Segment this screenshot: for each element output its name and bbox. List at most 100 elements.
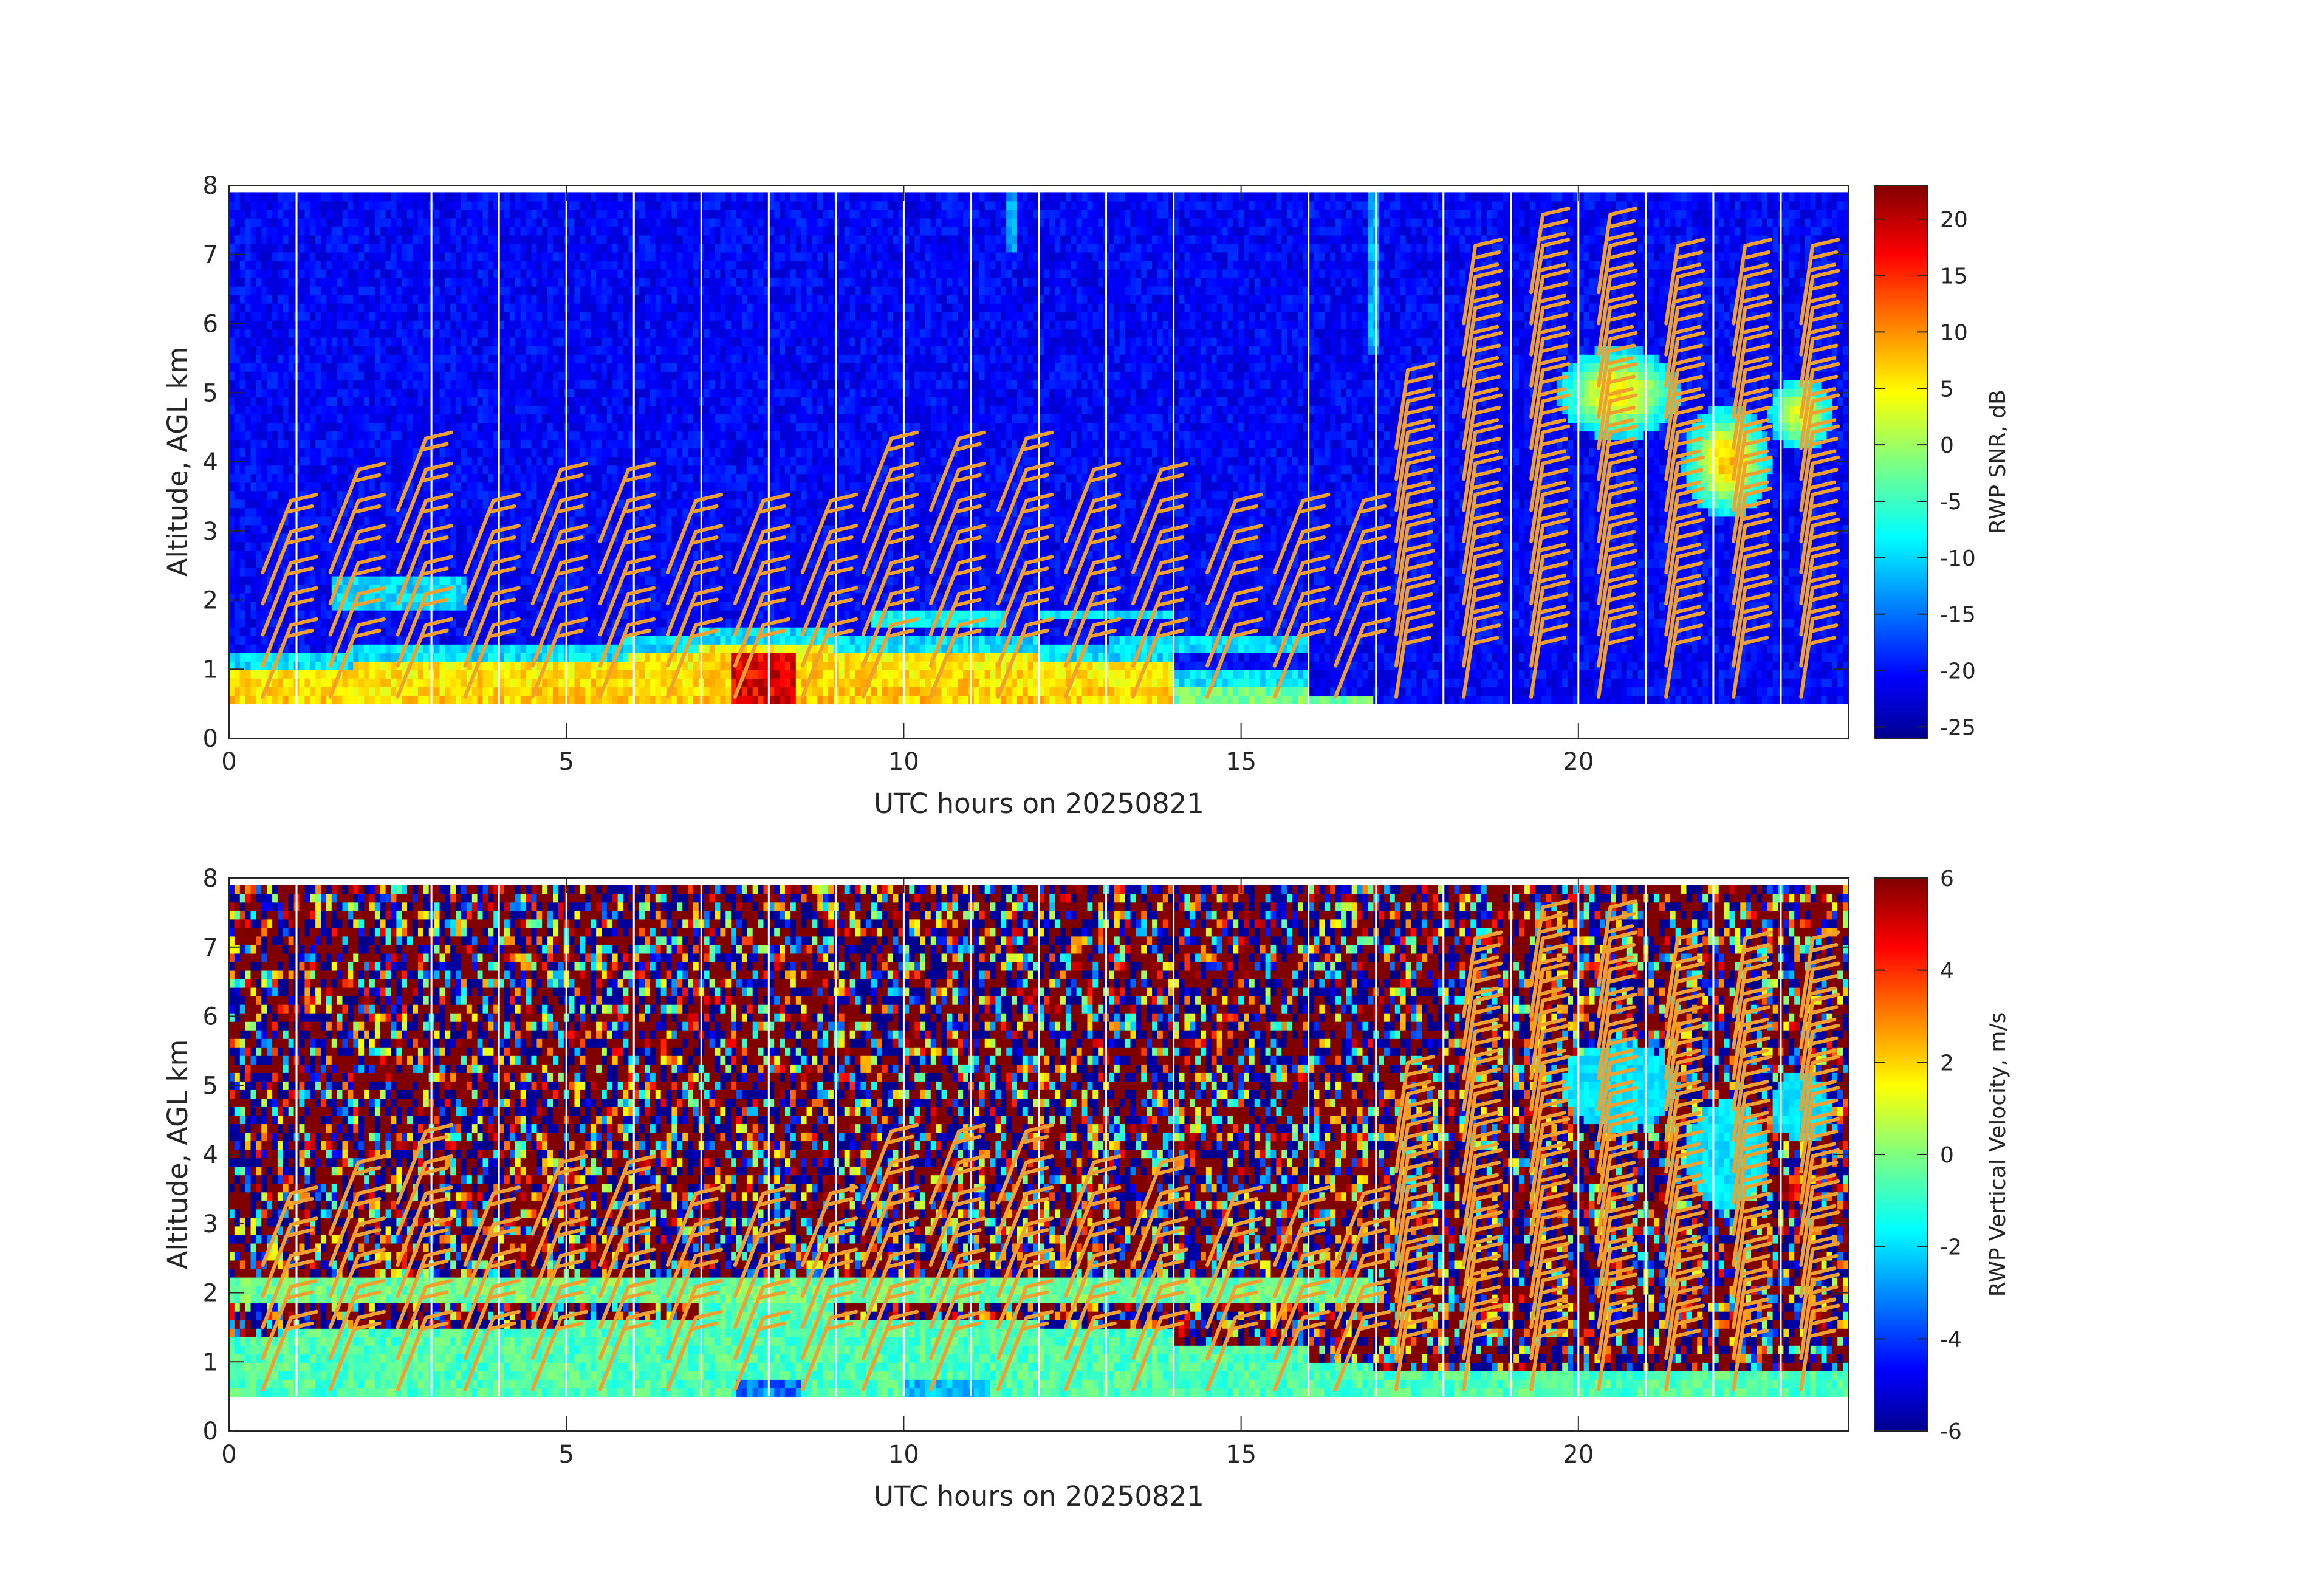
heatmap-cell (558, 516, 564, 526)
heatmap-cell (602, 244, 608, 253)
heatmap-cell (623, 244, 629, 253)
heatmap-cell (677, 687, 683, 696)
heatmap-cell (569, 363, 575, 372)
heatmap-cell (656, 235, 662, 244)
heatmap-cell (251, 414, 257, 423)
heatmap-cell (547, 244, 554, 253)
heatmap-cell (289, 244, 295, 253)
heatmap-cell (358, 192, 365, 201)
heatmap-cell (656, 465, 662, 474)
heatmap-cell (488, 295, 494, 304)
heatmap-cell (478, 456, 484, 465)
heatmap-cell (380, 627, 386, 636)
heatmap-cell (267, 525, 273, 534)
heatmap-cell (380, 414, 386, 423)
heatmap-cell (504, 670, 510, 679)
heatmap-cell (391, 525, 397, 534)
heatmap-cell (504, 244, 510, 253)
heatmap-cell (553, 329, 559, 338)
heatmap-cell (348, 593, 354, 602)
heatmap-cell (591, 516, 597, 526)
heatmap-cell (235, 525, 241, 534)
heatmap-cell (580, 303, 586, 312)
heatmap-cell (450, 593, 456, 602)
heatmap-cell (483, 439, 489, 448)
heatmap-cell (596, 551, 602, 560)
heatmap-cell (515, 329, 521, 338)
heatmap-cell (407, 329, 413, 338)
heatmap-cell (504, 252, 510, 261)
heatmap-cell (229, 431, 235, 440)
heatmap-cell (591, 568, 597, 577)
heatmap-cell (364, 516, 370, 526)
heatmap-cell (391, 499, 397, 508)
heatmap-cell (585, 380, 591, 389)
heatmap-cell (478, 252, 484, 261)
heatmap-cell (461, 337, 467, 346)
heatmap-cell (661, 670, 667, 679)
heatmap-cell (267, 397, 273, 406)
heatmap-cell (267, 218, 273, 227)
heatmap-cell (407, 346, 413, 355)
heatmap-cell (526, 312, 532, 321)
heatmap-cell (553, 235, 559, 244)
heatmap-cell (602, 414, 608, 423)
heatmap-cell (558, 320, 564, 329)
heatmap-cell (386, 602, 392, 611)
heatmap-cell (391, 644, 397, 653)
heatmap-cell (656, 448, 662, 457)
heatmap-cell (456, 473, 462, 482)
heatmap-cell (656, 602, 662, 611)
heatmap-cell (456, 363, 462, 372)
heatmap-cell (504, 644, 510, 653)
heatmap-cell (575, 346, 581, 355)
heatmap-cell (602, 636, 608, 645)
heatmap-cell (499, 661, 505, 670)
heatmap-cell (483, 329, 489, 338)
heatmap-cell (235, 687, 241, 696)
heatmap-cell (256, 533, 262, 543)
heatmap-cell (521, 192, 527, 201)
heatmap-cell (456, 354, 462, 363)
heatmap-cell (456, 516, 462, 526)
heatmap-cell (667, 346, 673, 355)
heatmap-cell (596, 286, 602, 295)
heatmap-cell (267, 490, 273, 499)
heatmap-cell (289, 329, 295, 338)
heatmap-cell (235, 218, 241, 227)
heatmap-cell (607, 201, 613, 210)
heatmap-cell (602, 380, 608, 389)
heatmap-cell (515, 687, 521, 696)
heatmap-cell (521, 482, 527, 491)
heatmap-cell (478, 329, 484, 338)
heatmap-cell (467, 320, 473, 329)
heatmap-cell (634, 542, 640, 551)
heatmap-cell (580, 602, 586, 611)
heatmap-cell (358, 227, 365, 236)
heatmap-cell (251, 380, 257, 389)
heatmap-cell (261, 431, 267, 440)
heatmap-cell (645, 610, 651, 619)
heatmap-cell (532, 329, 538, 338)
heatmap-cell (402, 568, 408, 577)
heatmap-cell (661, 482, 667, 491)
heatmap-cell (326, 422, 332, 431)
heatmap-cell (353, 235, 359, 244)
heatmap-cell (623, 414, 629, 423)
heatmap-cell (343, 371, 349, 380)
heatmap-cell (515, 397, 521, 406)
heatmap-cell (456, 670, 462, 679)
heatmap-cell (251, 482, 257, 491)
heatmap-cell (461, 678, 467, 687)
heatmap-cell (667, 286, 673, 295)
heatmap-cell (569, 456, 575, 465)
heatmap-cell (602, 337, 608, 346)
heatmap-cell (472, 329, 478, 338)
heatmap-cell (256, 295, 262, 304)
heatmap-cell (558, 329, 564, 338)
heatmap-cell (526, 653, 532, 662)
heatmap-cell (569, 431, 575, 440)
heatmap-cell (326, 312, 332, 321)
heatmap-cell (321, 320, 327, 329)
heatmap-cell (434, 380, 440, 389)
